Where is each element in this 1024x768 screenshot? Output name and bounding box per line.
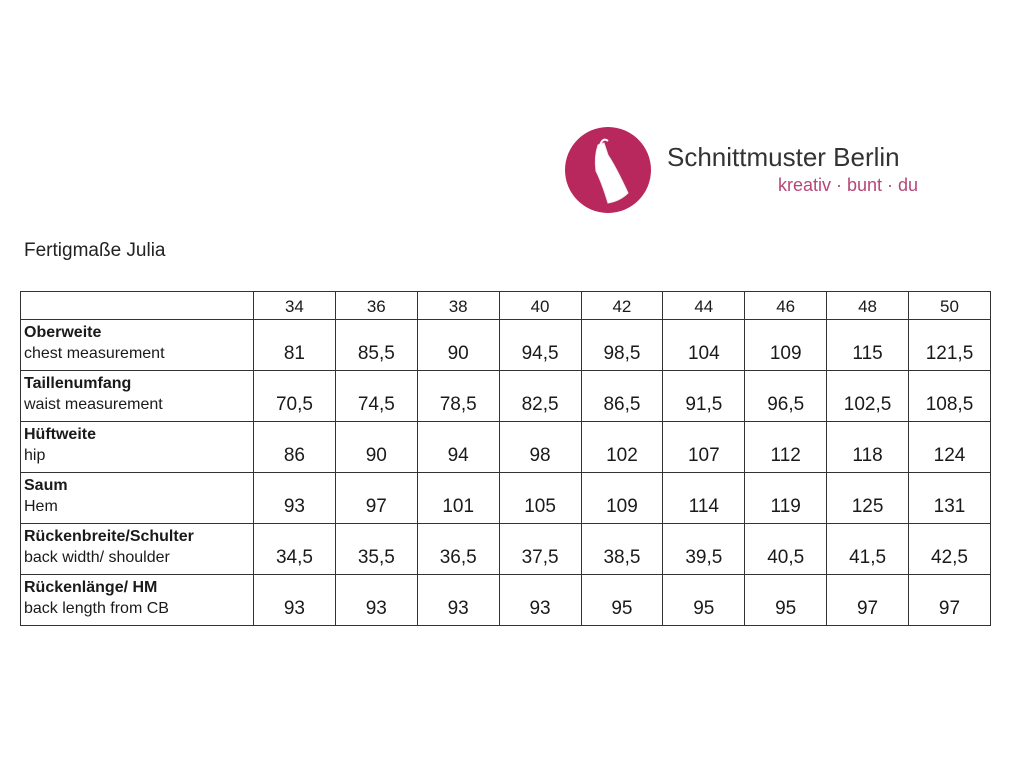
value-cell: 86,5: [580, 370, 664, 422]
table-title: Fertigmaße Julia: [24, 240, 166, 261]
label-en: hip: [24, 447, 46, 464]
value-cell: 93: [253, 574, 336, 626]
value-cell: 93: [416, 574, 500, 626]
value-cell: 37,5: [498, 523, 582, 575]
row-label: Saum Hem: [20, 472, 254, 524]
value-cell: 34,5: [253, 523, 336, 575]
value-cell: 93: [253, 472, 336, 524]
value-cell: 93: [498, 574, 582, 626]
value-cell: 95: [662, 574, 746, 626]
value-cell: 96,5: [744, 370, 828, 422]
size-header: 44: [662, 291, 746, 320]
value-cell: 101: [416, 472, 500, 524]
value-cell: 119: [744, 472, 828, 524]
row-label: Rückenbreite/Schulter back width/ shoulde…: [20, 523, 254, 575]
header-row: 34 36 38 40 42 44 46 48 50: [20, 291, 991, 320]
row-label: Rückenlänge/ HM back length from CB: [20, 574, 254, 626]
brand-name: Schnittmuster Berlin: [667, 142, 900, 172]
value-cell: 98: [498, 421, 582, 473]
value-cell: 131: [908, 472, 991, 524]
value-cell: 118: [826, 421, 909, 473]
value-cell: 97: [908, 574, 991, 626]
value-cell: 102,5: [826, 370, 909, 422]
size-header: 48: [826, 291, 909, 320]
row-label: Taillenumfang waist measurement: [20, 370, 254, 422]
value-cell: 70,5: [253, 370, 336, 422]
label-de: Rückenlänge/ HM: [24, 579, 158, 596]
value-cell: 39,5: [662, 523, 746, 575]
value-cell: 114: [662, 472, 746, 524]
value-cell: 35,5: [334, 523, 418, 575]
value-cell: 95: [580, 574, 664, 626]
value-cell: 86: [253, 421, 336, 473]
value-cell: 112: [744, 421, 828, 473]
row-label: Oberweite chest measurement: [20, 319, 254, 371]
data-row: Rückenlänge/ HM back length from CB 93 93 93…: [20, 574, 991, 626]
logo: [565, 127, 651, 213]
size-header: 40: [498, 291, 582, 320]
row-label: Hüftweite hip: [20, 421, 254, 473]
value-cell: 42,5: [908, 523, 991, 575]
label-en: back width/ shoulder: [24, 549, 170, 566]
value-cell: 90: [416, 319, 500, 371]
value-cell: 108,5: [908, 370, 991, 422]
label-en: Hem: [24, 498, 58, 515]
size-header: 50: [908, 291, 991, 320]
size-header: 34: [253, 291, 336, 320]
value-cell: 98,5: [580, 319, 664, 371]
value-cell: 78,5: [416, 370, 500, 422]
value-cell: 105: [498, 472, 582, 524]
value-cell: 41,5: [826, 523, 909, 575]
data-row: Oberweite chest measurement 81 85,5 90 94,5 98…: [20, 319, 991, 371]
size-header: 46: [744, 291, 828, 320]
value-cell: 74,5: [334, 370, 418, 422]
value-cell: 82,5: [498, 370, 582, 422]
label-de: Oberweite: [24, 324, 102, 341]
value-cell: 121,5: [908, 319, 991, 371]
size-header: 36: [334, 291, 418, 320]
size-table: 34 36 38 40 42 44 46 48 50 Oberweite chest measure…: [20, 291, 991, 626]
label-de: Hüftweite: [24, 426, 96, 443]
value-cell: 94: [416, 421, 500, 473]
label-en: chest measurement: [24, 345, 165, 362]
value-cell: 97: [334, 472, 418, 524]
data-row: Taillenumfang waist measurement 70,5 74,5 78…: [20, 370, 991, 422]
value-cell: 40,5: [744, 523, 828, 575]
value-cell: 125: [826, 472, 909, 524]
value-cell: 107: [662, 421, 746, 473]
value-cell: 90: [334, 421, 418, 473]
data-row: Rückenbreite/Schulter back width/ shoulde…: [20, 523, 991, 575]
brand-tagline: kreativ · bunt · du: [778, 175, 919, 195]
value-cell: 94,5: [498, 319, 582, 371]
value-cell: 91,5: [662, 370, 746, 422]
value-cell: 124: [908, 421, 991, 473]
value-cell: 38,5: [580, 523, 664, 575]
label-de: Saum: [24, 477, 68, 494]
size-header: 42: [580, 291, 664, 320]
value-cell: 109: [580, 472, 664, 524]
label-en: waist measurement: [24, 396, 163, 413]
value-cell: 102: [580, 421, 664, 473]
value-cell: 36,5: [416, 523, 500, 575]
value-cell: 97: [826, 574, 909, 626]
value-cell: 93: [334, 574, 418, 626]
value-cell: 85,5: [334, 319, 418, 371]
value-cell: 81: [253, 319, 336, 371]
value-cell: 115: [826, 319, 909, 371]
corner-cell: [20, 291, 254, 320]
data-row: Hüftweite hip 86 90 94 98 102 107 112 118 124: [20, 421, 991, 473]
data-row: Saum Hem 93 97 101 105 109 114 119 125 131: [20, 472, 991, 524]
label-en: back length from CB: [24, 600, 169, 617]
label-de: Taillenumfang: [24, 375, 132, 392]
label-de: Rückenbreite/Schulter: [24, 528, 194, 545]
value-cell: 109: [744, 319, 828, 371]
value-cell: 104: [662, 319, 746, 371]
size-header: 38: [416, 291, 500, 320]
value-cell: 95: [744, 574, 828, 626]
